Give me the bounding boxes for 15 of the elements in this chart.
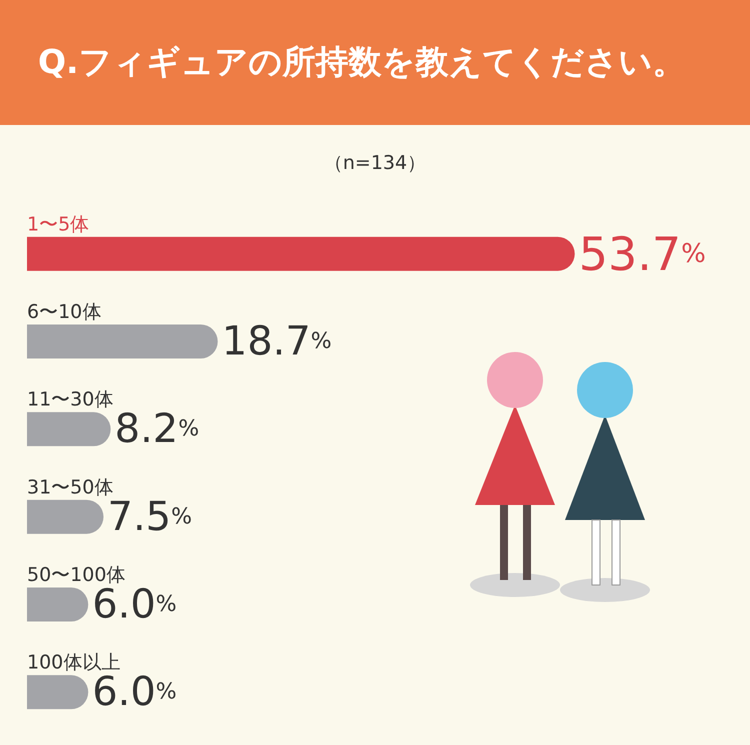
y-tick-label: 1〜5体: [27, 213, 90, 236]
data-label: 8.2%: [114, 406, 200, 452]
bar: [27, 500, 104, 534]
bar: [27, 588, 88, 622]
chart-subtitle: （n=134）: [322, 151, 428, 176]
data-label: 53.7%: [578, 226, 706, 281]
data-label: 18.7%: [222, 318, 332, 364]
y-tick-label: 50〜100体: [27, 564, 126, 586]
y-tick-label: 11〜30体: [27, 388, 114, 411]
y-tick-label: 6〜10体: [27, 301, 102, 323]
bar: [27, 412, 111, 446]
bar: [27, 675, 88, 710]
bar: [27, 236, 575, 271]
chart-title: Q.フィギュアの所持数を教えてください。: [0, 0, 750, 125]
bar: [27, 324, 218, 358]
